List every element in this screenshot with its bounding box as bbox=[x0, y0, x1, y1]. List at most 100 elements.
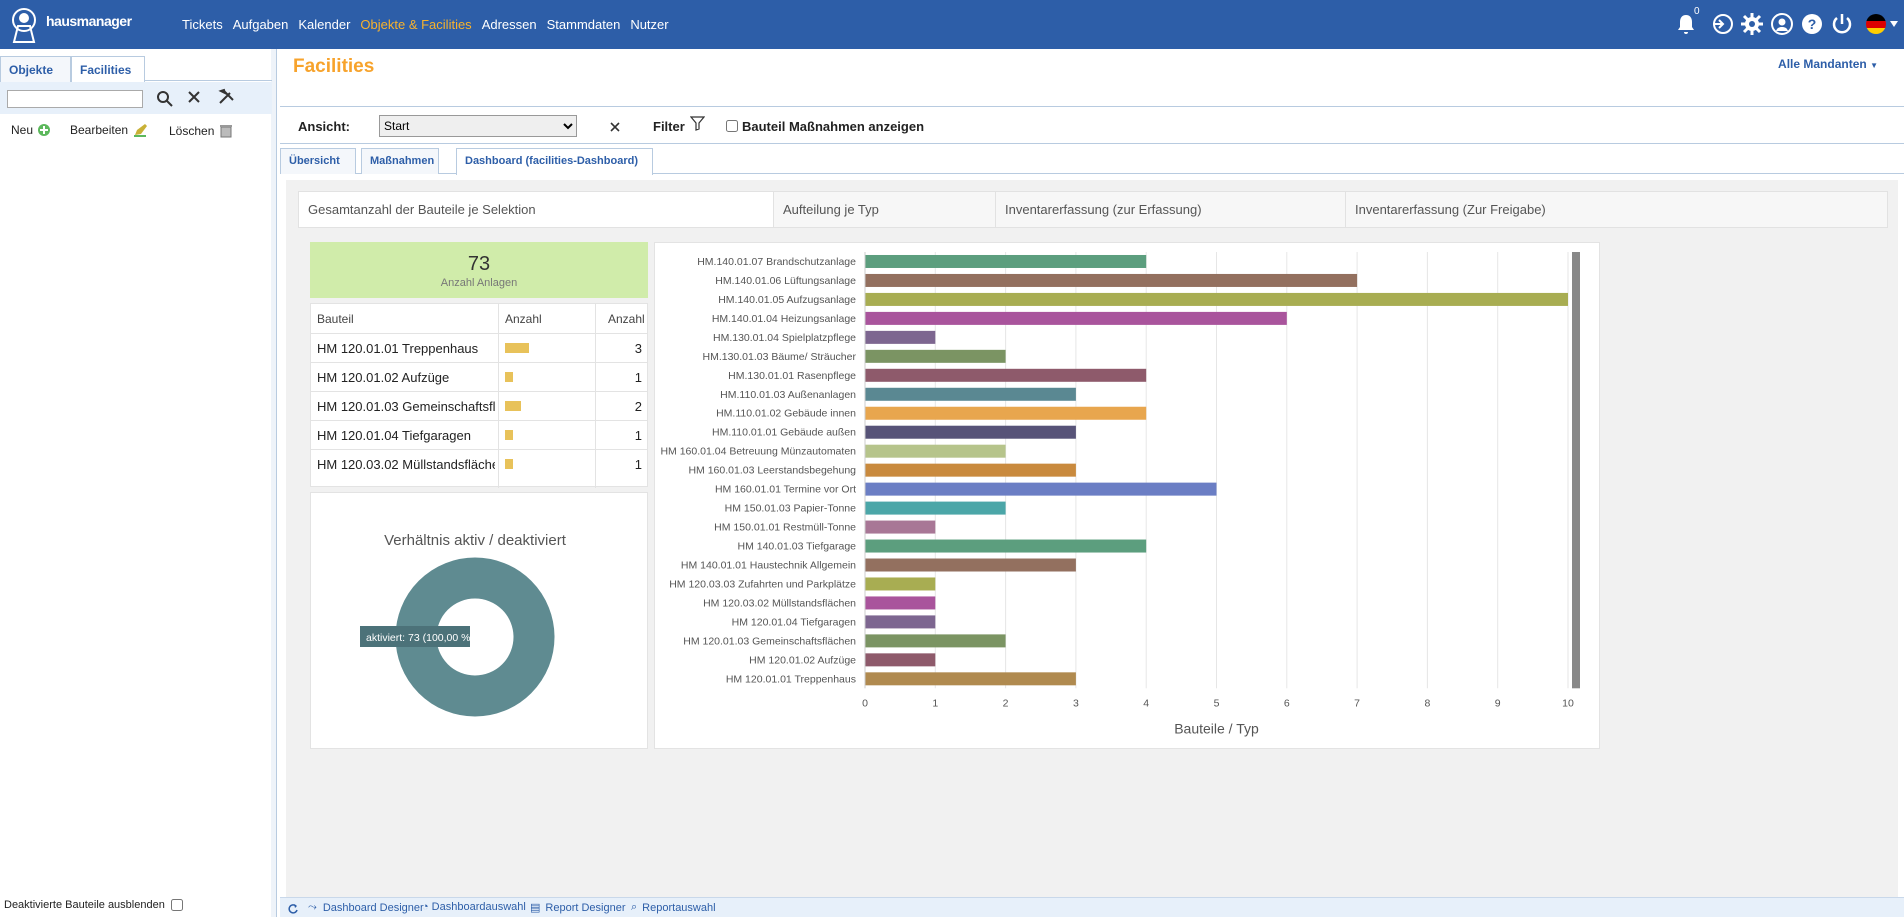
bar[interactable] bbox=[865, 520, 936, 534]
chevron-down-icon[interactable] bbox=[1890, 21, 1898, 27]
column-header-anzahl-bar[interactable]: Anzahl bbox=[505, 312, 542, 326]
show-measures-checkbox[interactable] bbox=[726, 120, 738, 132]
row-name: HM 120.01.03 Gemeinschaftsfläc... bbox=[317, 399, 495, 414]
bar[interactable] bbox=[865, 596, 936, 610]
nav-item-6[interactable]: Nutzer bbox=[630, 17, 669, 32]
table-row[interactable]: HM 120.01.03 Gemeinschaftsfläc... 2 bbox=[311, 391, 647, 420]
delete-button[interactable]: Löschen bbox=[169, 123, 233, 138]
edit-button[interactable]: Bearbeiten bbox=[70, 123, 149, 137]
bell-icon[interactable] bbox=[1674, 12, 1698, 36]
table-row[interactable]: HM 120.03.02 Müllstandsflächen 1 bbox=[311, 449, 647, 478]
bar[interactable] bbox=[865, 387, 1076, 401]
show-measures-label: Bauteil Maßnahmen anzeigen bbox=[742, 119, 925, 134]
tab-dashboard[interactable]: Dashboard (facilities-Dashboard) bbox=[456, 148, 653, 175]
hausmanager-logo[interactable] bbox=[6, 4, 126, 44]
x-tick-label: 0 bbox=[862, 697, 868, 709]
dashboard-tab-inventar-freigabe[interactable]: Inventarerfassung (Zur Freigabe) bbox=[1346, 192, 1887, 227]
bar[interactable] bbox=[865, 292, 1568, 306]
donut-tooltip: aktiviert: 73 (100,00 %) bbox=[366, 632, 474, 644]
hide-deactivated-checkbox[interactable] bbox=[170, 899, 183, 911]
hide-deactivated-label: Deaktivierte Bauteile ausblenden bbox=[4, 899, 165, 911]
bar[interactable] bbox=[865, 634, 1006, 648]
nav-item-3[interactable]: Objekte & Facilities bbox=[360, 17, 472, 32]
bar[interactable] bbox=[865, 273, 1358, 287]
tab-objekte[interactable]: Objekte bbox=[0, 56, 71, 82]
bar[interactable] bbox=[865, 330, 936, 344]
main-tabs: Übersicht Maßnahmen Dashboard (facilitie… bbox=[280, 148, 1904, 175]
bar[interactable] bbox=[865, 349, 1006, 363]
bar[interactable] bbox=[865, 672, 1076, 686]
user-icon[interactable] bbox=[1770, 12, 1794, 36]
filter-icon[interactable] bbox=[690, 116, 705, 131]
table-row[interactable]: HM 120.01.02 Aufzüge 1 bbox=[311, 362, 647, 391]
pencil-icon bbox=[134, 124, 148, 137]
mandant-selector[interactable]: Alle Mandanten ▼ bbox=[1778, 57, 1878, 71]
table-row[interactable]: HM 120.01.04 Tiefgaragen 1 bbox=[311, 420, 647, 449]
bar[interactable] bbox=[865, 406, 1147, 420]
tab-uebersicht[interactable]: Übersicht bbox=[280, 148, 356, 174]
search-icon[interactable] bbox=[156, 90, 173, 107]
y-category-label: HM 120.03.03 Zufahrten und Parkplätze bbox=[669, 578, 856, 590]
kpi-label: Anzahl Anlagen bbox=[440, 277, 518, 289]
bar[interactable] bbox=[865, 444, 1006, 458]
dashboard-tab-inventar-erfassung[interactable]: Inventarerfassung (zur Erfassung) bbox=[996, 192, 1346, 227]
nav-item-1[interactable]: Aufgaben bbox=[232, 17, 289, 32]
refresh-icon[interactable] bbox=[287, 903, 298, 914]
notification-count: 0 bbox=[1694, 6, 1700, 17]
column-divider bbox=[595, 304, 596, 488]
bar[interactable] bbox=[865, 463, 1076, 477]
y-category-label: HM.140.01.04 Heizungsanlage bbox=[712, 313, 856, 325]
bar[interactable] bbox=[865, 577, 936, 591]
brand-name: hausmanager bbox=[46, 13, 132, 29]
login-icon[interactable] bbox=[1710, 12, 1734, 36]
gear-icon[interactable] bbox=[1740, 12, 1764, 36]
dashboard-selection-link[interactable]: ◔ Dashboardauswahl bbox=[422, 901, 526, 913]
nav-item-2[interactable]: Kalender bbox=[298, 17, 351, 32]
tab-facilities[interactable]: Facilities bbox=[71, 56, 145, 83]
hide-deactivated-option: Deaktivierte Bauteile ausblenden bbox=[4, 899, 183, 911]
panel-splitter[interactable] bbox=[271, 49, 277, 917]
bar[interactable] bbox=[865, 558, 1076, 572]
table-row[interactable]: HM 120.01.01 Treppenhaus 3 bbox=[311, 333, 647, 362]
edit-label: Bearbeiten bbox=[70, 123, 129, 137]
bar[interactable] bbox=[865, 368, 1147, 382]
report-designer-link[interactable]: ▤ Report Designer bbox=[530, 901, 626, 915]
left-panel: Objekte Facilities Neu Bearbeiten Lösche… bbox=[0, 49, 277, 917]
view-select[interactable]: Start bbox=[379, 115, 577, 137]
column-header-bauteil[interactable]: Bauteil bbox=[317, 312, 354, 326]
clear-icon[interactable] bbox=[187, 90, 201, 104]
bar[interactable] bbox=[865, 254, 1147, 268]
tools-icon[interactable] bbox=[218, 88, 235, 105]
bar[interactable] bbox=[865, 615, 936, 629]
donut-chart: Verhältnis aktiv / deaktiviert aktiviert… bbox=[360, 532, 567, 717]
new-button[interactable]: Neu bbox=[11, 123, 51, 137]
bar[interactable] bbox=[865, 482, 1217, 496]
filter-label[interactable]: Filter bbox=[653, 119, 685, 134]
dashboard-tab-aufteilung[interactable]: Aufteilung je Typ bbox=[774, 192, 996, 227]
report-selection-link[interactable]: ⌕ Reportauswahl bbox=[631, 901, 716, 914]
y-category-label: HM.130.01.04 Spielplatzpflege bbox=[713, 332, 856, 344]
bar-chart-card: 0 1 2 3 4 5 6 7 8 9 10 HM.140.01.07 Brandschutzanla… bbox=[654, 242, 1600, 749]
column-header-anzahl[interactable]: Anzahl bbox=[608, 312, 645, 326]
y-category-label: HM 150.01.01 Restmüll-Tonne bbox=[714, 522, 856, 534]
clear-view-icon[interactable] bbox=[610, 122, 620, 132]
dashboard-designer-link[interactable]: ⤳ Dashboard Designer bbox=[308, 901, 424, 914]
nav-item-5[interactable]: Stammdaten bbox=[546, 17, 621, 32]
page-title: Facilities bbox=[293, 56, 375, 77]
search-input[interactable] bbox=[7, 90, 143, 108]
power-icon[interactable] bbox=[1830, 12, 1854, 36]
bar[interactable] bbox=[865, 539, 1147, 553]
bar[interactable] bbox=[865, 653, 936, 667]
dashboard-tab-gesamtanzahl[interactable]: Gesamtanzahl der Bauteile je Selektion bbox=[299, 192, 774, 227]
row-count-bar bbox=[505, 430, 513, 440]
bar[interactable] bbox=[865, 501, 1006, 515]
nav-item-4[interactable]: Adressen bbox=[481, 17, 537, 32]
bar[interactable] bbox=[865, 425, 1076, 439]
chart-scrollbar[interactable] bbox=[1572, 252, 1580, 689]
tab-massnahmen[interactable]: Maßnahmen bbox=[361, 148, 439, 174]
row-count-bar bbox=[505, 372, 513, 382]
help-icon[interactable]: ? bbox=[1800, 12, 1824, 36]
nav-item-0[interactable]: Tickets bbox=[182, 17, 223, 32]
german-flag-icon[interactable] bbox=[1864, 12, 1888, 36]
bar[interactable] bbox=[865, 311, 1287, 325]
